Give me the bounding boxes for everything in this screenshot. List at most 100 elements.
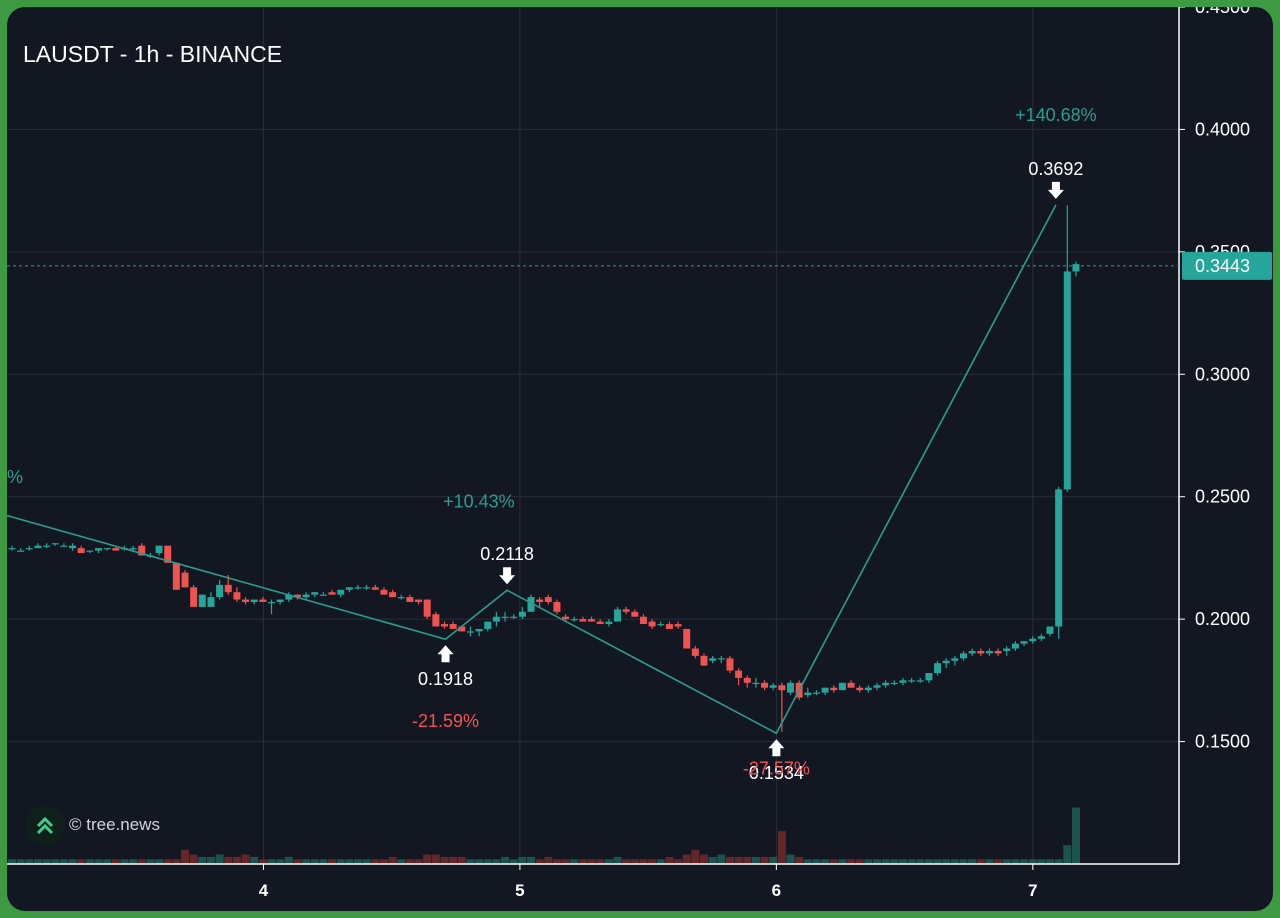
candle-body [95,548,102,551]
volume-bar [509,859,518,864]
volume-bar [1011,859,1020,864]
volume-bar [864,859,873,864]
candle-body [994,650,1002,654]
candle-body [441,624,448,627]
candle-body [397,597,405,599]
candle-body [216,584,224,598]
candle-body [285,594,293,600]
candle-body [838,682,846,691]
candle-body [691,648,699,656]
candle-body [752,682,760,685]
volume-bar [336,859,345,864]
volume-bar [284,856,293,864]
zigzag-line [7,204,1057,735]
candle-body [1003,648,1011,651]
candle-body [172,562,180,590]
volume-bar [855,859,864,864]
candle-body [821,687,829,693]
volume-bar [379,859,388,864]
volume-bar [94,859,103,864]
volume-bar [146,859,155,864]
candle-body [761,682,769,688]
candle-body [449,624,457,629]
volume-bar [968,859,977,864]
volume-bar [77,859,86,864]
volume-bar [527,856,535,864]
volume-bar [994,859,1003,864]
volume-bar [916,859,925,864]
volume-bar [276,859,285,864]
volume-bar [751,856,760,864]
arrow-up-icon [437,645,454,663]
volume-bar [25,859,34,864]
candle-body [934,663,942,674]
volume-bar [42,859,51,864]
volume-bar [578,859,587,864]
volume-bar [691,849,700,864]
candle-body [363,587,371,589]
last-price-tag [1182,251,1272,280]
candle-body [1037,636,1045,639]
volume-bar [250,856,259,864]
volume-bar [613,856,622,864]
candle-body [415,599,423,603]
volume-bar [68,859,77,864]
y-tick-label: 0.3000 [1195,364,1250,384]
volume-bar [587,859,596,864]
volume-bar [129,859,138,864]
price-axis: 0.15000.20000.25000.30000.35000.40000.45… [7,7,1272,900]
volume-bar [16,859,25,864]
candle-body [536,599,544,603]
watermark-text: © tree.news [69,815,160,834]
volume-bar [189,854,198,864]
volume-bar [535,859,544,864]
volume-bar [475,859,484,864]
volume-bar [890,859,899,864]
volume-bar [215,854,224,864]
volume-bar [232,856,241,864]
candles [8,205,1080,732]
volume-bar [362,859,371,864]
price-chart[interactable]: 0.1918 0.2118 0.1534 0.3692% +10.43% -21.59% -… [7,7,1273,911]
volume-bar [397,859,406,864]
volume-bar [492,859,501,864]
candle-body [8,548,16,550]
grid-lines [7,7,1179,864]
y-tick-label: 0.1500 [1195,732,1250,752]
volume-bar [959,859,968,864]
candle-body [198,594,206,607]
volume-bar [172,859,181,864]
candle-body [86,550,94,552]
candle-body [69,545,77,549]
candle-body [726,658,734,671]
candle-body [562,616,570,620]
volume-bar [777,831,786,864]
candle-body [856,687,864,691]
volume-bar [717,854,726,864]
volume-bar [302,859,311,864]
candle-body [847,682,855,688]
volume-bar [137,859,146,864]
candle-body [787,682,794,693]
volume-bar [293,859,302,864]
y-tick-label: 0.2500 [1195,487,1250,507]
candle-body [293,594,301,598]
candle-body [328,592,336,595]
candle-body [242,599,250,603]
volume-bar [241,854,250,864]
candle-body [1072,264,1080,272]
volume-bar [8,859,16,864]
pivot-price-label: 0.1534 [749,763,804,783]
candle-body [899,680,907,683]
candle-body [458,626,466,632]
x-tick-label: 6 [772,881,781,900]
volume-bar [950,859,959,864]
volume-bar [881,859,890,864]
volume-bar [163,859,172,864]
percent-change-label: -21.59% [412,711,479,731]
volume-bar [449,856,458,864]
y-tick-label: 0.4000 [1195,119,1250,139]
candle-body [683,628,691,649]
volume-bar [838,859,847,864]
candle-body [129,548,137,550]
